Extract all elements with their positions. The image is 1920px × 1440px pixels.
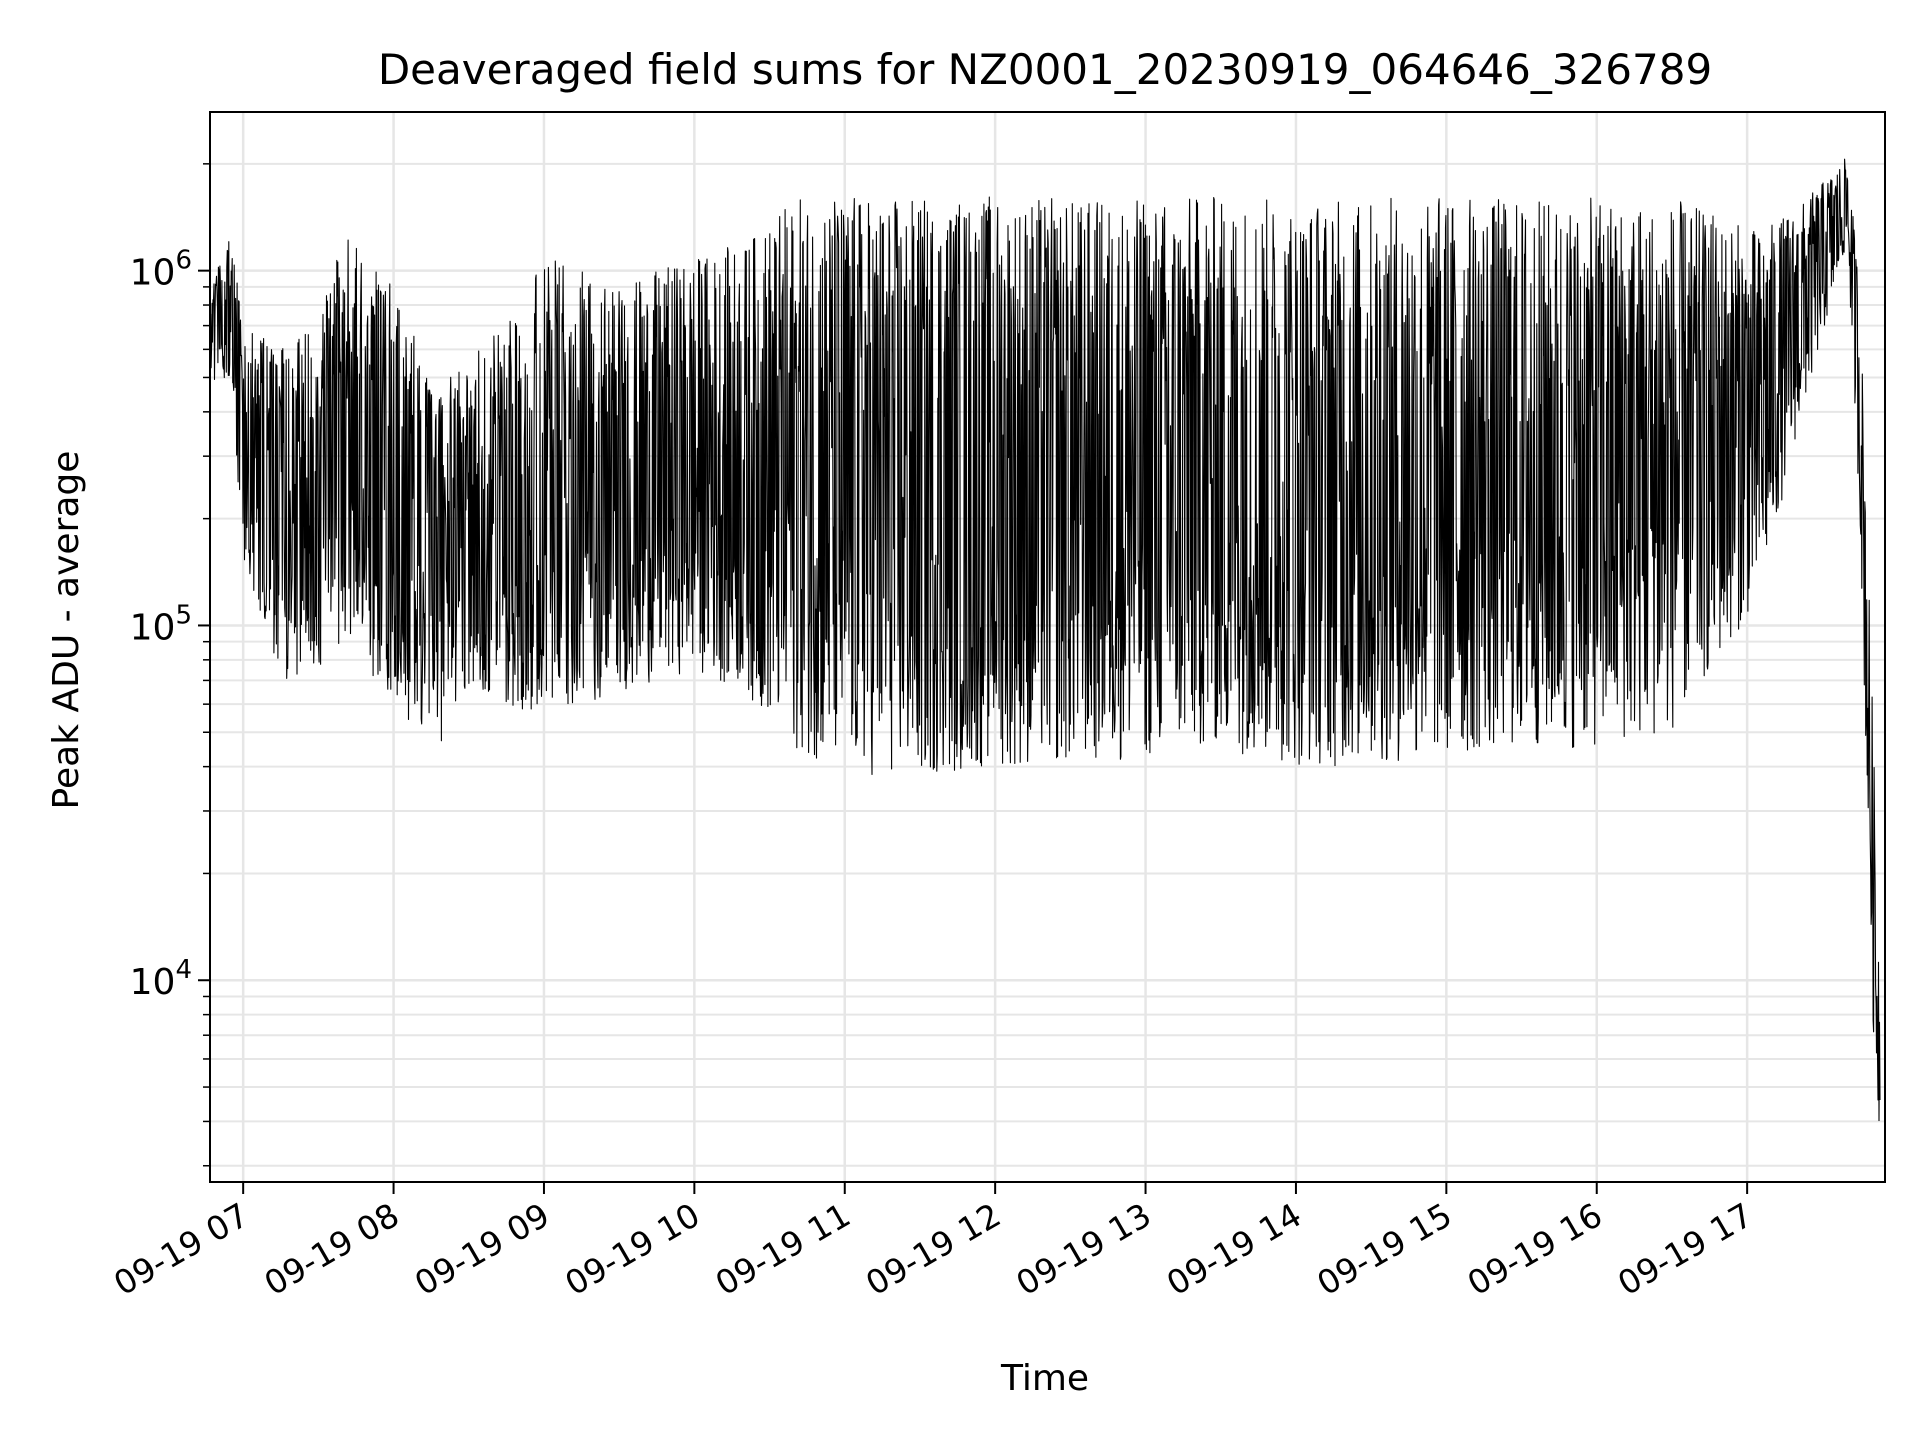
plot-frame bbox=[209, 111, 1886, 1183]
data-series bbox=[210, 158, 1881, 1122]
series-line bbox=[210, 158, 1881, 1122]
y-tick-label: 105 bbox=[130, 600, 192, 648]
x-axis-label: Time bbox=[1000, 1358, 1089, 1399]
y-axis-label: Peak ADU - average bbox=[46, 451, 87, 810]
chart-title: Deaveraged field sums for NZ0001_2023091… bbox=[378, 45, 1712, 94]
